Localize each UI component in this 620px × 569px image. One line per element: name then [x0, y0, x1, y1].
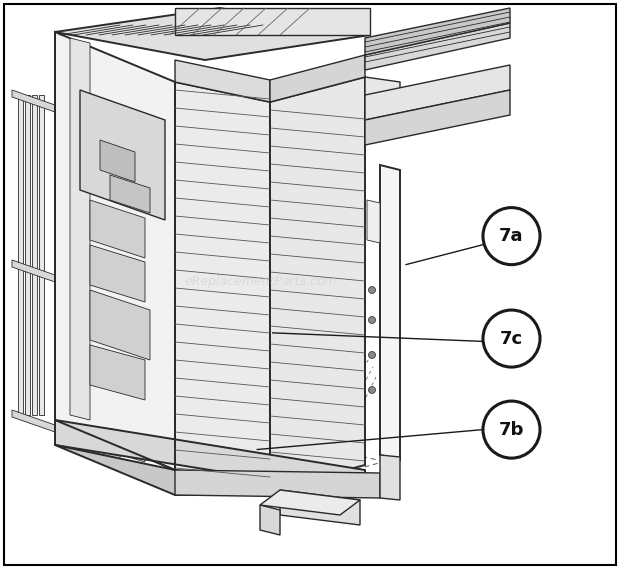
Circle shape — [483, 310, 540, 367]
Circle shape — [368, 352, 376, 358]
Polygon shape — [365, 8, 510, 55]
Polygon shape — [80, 90, 165, 220]
Polygon shape — [260, 505, 280, 535]
Polygon shape — [12, 90, 55, 112]
Polygon shape — [25, 95, 30, 415]
Polygon shape — [12, 260, 55, 282]
Polygon shape — [175, 8, 370, 35]
Circle shape — [483, 208, 540, 265]
Text: eReplacementParts.com: eReplacementParts.com — [184, 275, 337, 288]
Polygon shape — [55, 8, 370, 60]
Polygon shape — [380, 455, 400, 500]
Polygon shape — [175, 60, 270, 102]
Polygon shape — [55, 445, 365, 495]
Polygon shape — [270, 77, 365, 490]
Polygon shape — [90, 345, 145, 400]
Polygon shape — [380, 165, 400, 460]
Polygon shape — [39, 95, 44, 415]
Text: 7c: 7c — [500, 329, 523, 348]
Polygon shape — [175, 470, 380, 498]
Polygon shape — [90, 290, 150, 360]
Polygon shape — [90, 245, 145, 302]
Polygon shape — [367, 200, 380, 243]
Polygon shape — [18, 95, 23, 415]
Text: 7a: 7a — [499, 227, 524, 245]
Polygon shape — [95, 435, 120, 462]
Polygon shape — [90, 200, 145, 258]
Polygon shape — [280, 490, 360, 525]
Polygon shape — [260, 490, 360, 515]
Circle shape — [368, 287, 376, 294]
Polygon shape — [365, 23, 510, 70]
Polygon shape — [365, 90, 510, 145]
Circle shape — [368, 386, 376, 394]
Polygon shape — [175, 82, 270, 490]
Polygon shape — [55, 420, 365, 495]
Circle shape — [291, 506, 299, 514]
Polygon shape — [32, 95, 37, 415]
Circle shape — [368, 316, 376, 324]
Polygon shape — [365, 77, 400, 100]
Polygon shape — [270, 55, 365, 102]
Polygon shape — [12, 410, 55, 432]
Polygon shape — [55, 32, 175, 470]
Text: 7b: 7b — [499, 420, 524, 439]
Polygon shape — [110, 175, 150, 213]
Polygon shape — [365, 65, 510, 120]
Polygon shape — [125, 438, 145, 462]
Circle shape — [96, 143, 120, 167]
Polygon shape — [100, 140, 135, 182]
Polygon shape — [70, 38, 90, 420]
Circle shape — [483, 401, 540, 458]
Circle shape — [96, 163, 120, 187]
